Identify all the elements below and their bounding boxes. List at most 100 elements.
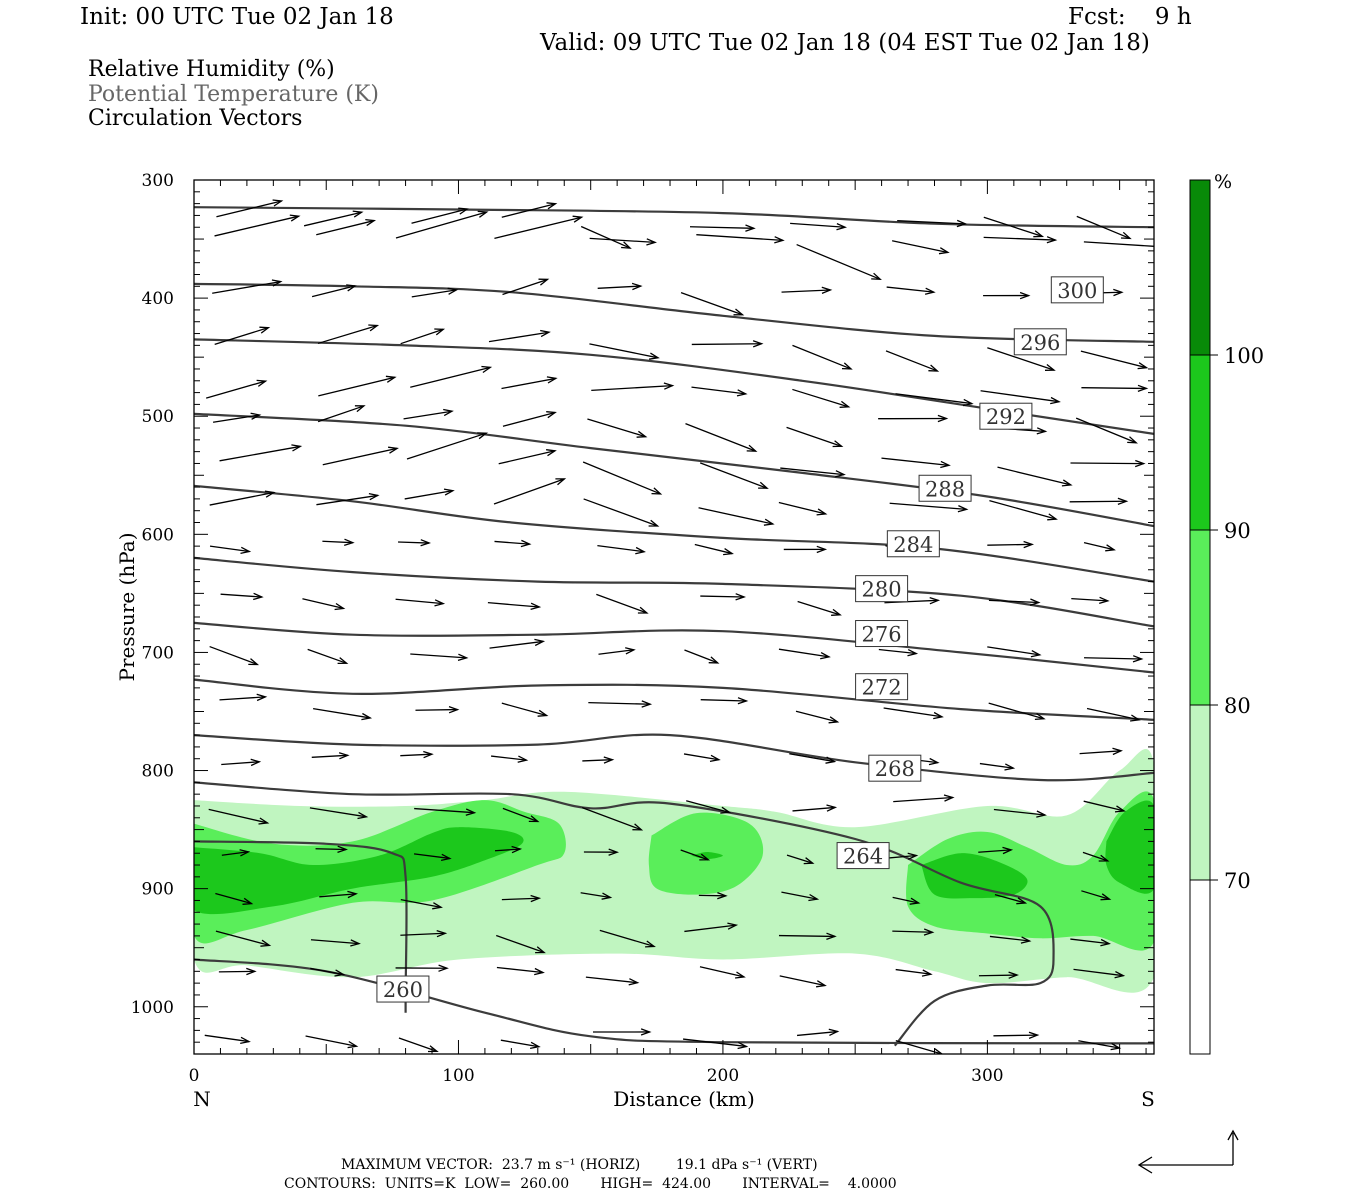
- circulation-vector: [1084, 655, 1144, 663]
- circulation-vector: [598, 647, 636, 655]
- contour-label-box: [855, 620, 909, 648]
- contour-label: 276: [862, 623, 902, 647]
- colorbar-label: 70: [1224, 869, 1251, 893]
- circulation-vector: [410, 653, 469, 662]
- circulation-vector: [414, 807, 477, 816]
- circulation-vector: [220, 592, 264, 601]
- contour-label: 288: [925, 477, 965, 501]
- contour-label-box: [855, 673, 909, 701]
- colorbar-segment: [1189, 354, 1211, 531]
- circulation-vector: [988, 598, 1041, 606]
- legend-theta: Potential Temperature (K): [88, 82, 379, 107]
- contour-labels: 300 296 292 288 284 280 276 272 268 264 260: [376, 276, 1104, 1003]
- circulation-vector: [1081, 890, 1112, 901]
- contour-label: 284: [893, 533, 933, 557]
- circulation-vector: [1078, 1040, 1122, 1051]
- circulation-vector: [219, 693, 268, 702]
- contour-label-box: [855, 575, 909, 603]
- contour-label-box: [979, 402, 1033, 430]
- circulation-vector: [413, 853, 452, 862]
- circulation-vector: [589, 237, 657, 246]
- circulation-vector: [204, 1034, 251, 1045]
- circulation-vector: [1070, 938, 1111, 947]
- reference-vector-icon: [1137, 1129, 1239, 1174]
- circulation-vector: [580, 892, 613, 900]
- circulation-vector: [310, 939, 361, 947]
- circulation-vector: [208, 808, 270, 825]
- contour-label-box: [918, 474, 972, 502]
- circulation-vector: [596, 593, 649, 614]
- contour-label-box: [1050, 276, 1104, 304]
- circulation-vector: [889, 502, 969, 513]
- circulation-vector: [1081, 384, 1149, 393]
- circulation-vector: [778, 648, 831, 660]
- circulation-vector: [878, 414, 949, 423]
- circulation-vector: [694, 543, 734, 556]
- y-tick-label: 400: [142, 289, 174, 309]
- circulation-vector: [317, 405, 366, 423]
- x-tick-label: 100: [442, 1066, 474, 1086]
- contour-label: 264: [843, 845, 883, 869]
- rh-band-90-mid: [691, 852, 723, 860]
- circulation-vector: [582, 756, 615, 764]
- theta-contour-280: [194, 556, 1154, 628]
- theta-contour-288: [194, 412, 1154, 528]
- circulation-vector: [311, 752, 350, 760]
- circulation-vector: [494, 845, 523, 854]
- x-tick-label: 300: [971, 1066, 1003, 1086]
- north-label: N: [193, 1087, 211, 1111]
- init-time: Init: 00 UTC Tue 02 Jan 18: [80, 4, 394, 30]
- circulation-vector: [1083, 241, 1154, 247]
- theta-contour-268: [194, 733, 1154, 782]
- circulation-vector: [311, 284, 357, 298]
- circulation-vector: [218, 967, 257, 976]
- contour-label: 268: [875, 757, 915, 781]
- circulation-vector: [400, 750, 434, 759]
- circulation-vector: [884, 596, 941, 605]
- theta-contour-276: [194, 621, 1154, 674]
- circulation-vector: [494, 215, 584, 239]
- circulation-vectors: [204, 199, 1154, 1054]
- circulation-vector: [792, 388, 851, 408]
- circulation-vector: [589, 343, 660, 360]
- circulation-vector: [979, 762, 1016, 771]
- circulation-vector: [987, 646, 1042, 658]
- circulation-vector: [983, 236, 1058, 244]
- contour-label-box: [868, 754, 922, 782]
- circulation-vector: [989, 935, 1032, 944]
- circulation-vector: [585, 976, 640, 986]
- contour-label-box: [1013, 328, 1067, 356]
- contour-label: 280: [862, 578, 902, 602]
- circulation-vector: [313, 707, 373, 721]
- colorbar-label: 100: [1224, 344, 1264, 368]
- circulation-vector: [682, 1038, 749, 1050]
- circulation-vector: [1082, 851, 1110, 862]
- circulation-vector: [400, 898, 443, 910]
- circulation-vector: [684, 922, 739, 933]
- circulation-vector: [212, 279, 283, 294]
- circulation-vector: [410, 365, 493, 388]
- x-tick-label: 0: [189, 1066, 200, 1086]
- circulation-vector: [786, 426, 844, 448]
- circulation-vector: [980, 390, 1061, 405]
- circulation-vector: [683, 753, 721, 763]
- circulation-vector: [893, 794, 955, 803]
- circulation-vector: [303, 210, 364, 227]
- contour-label: 292: [986, 405, 1026, 429]
- circulation-vector: [989, 499, 1058, 521]
- circulation-vector: [685, 423, 758, 452]
- colorbar-unit: %: [1214, 171, 1232, 193]
- circulation-vector: [583, 848, 620, 856]
- circulation-vector: [583, 498, 660, 527]
- circulation-vector: [502, 411, 557, 427]
- circulation-vector: [587, 418, 648, 438]
- y-tick-label: 700: [142, 643, 174, 663]
- circulation-vector: [214, 326, 271, 345]
- colorbar-segment: [1189, 704, 1211, 881]
- circulation-vector: [680, 292, 745, 316]
- circulation-vector: [895, 968, 933, 977]
- circulation-vector: [221, 758, 262, 767]
- circulation-vector: [779, 975, 827, 988]
- circulation-vector: [988, 702, 1046, 721]
- circulation-vector: [698, 507, 775, 526]
